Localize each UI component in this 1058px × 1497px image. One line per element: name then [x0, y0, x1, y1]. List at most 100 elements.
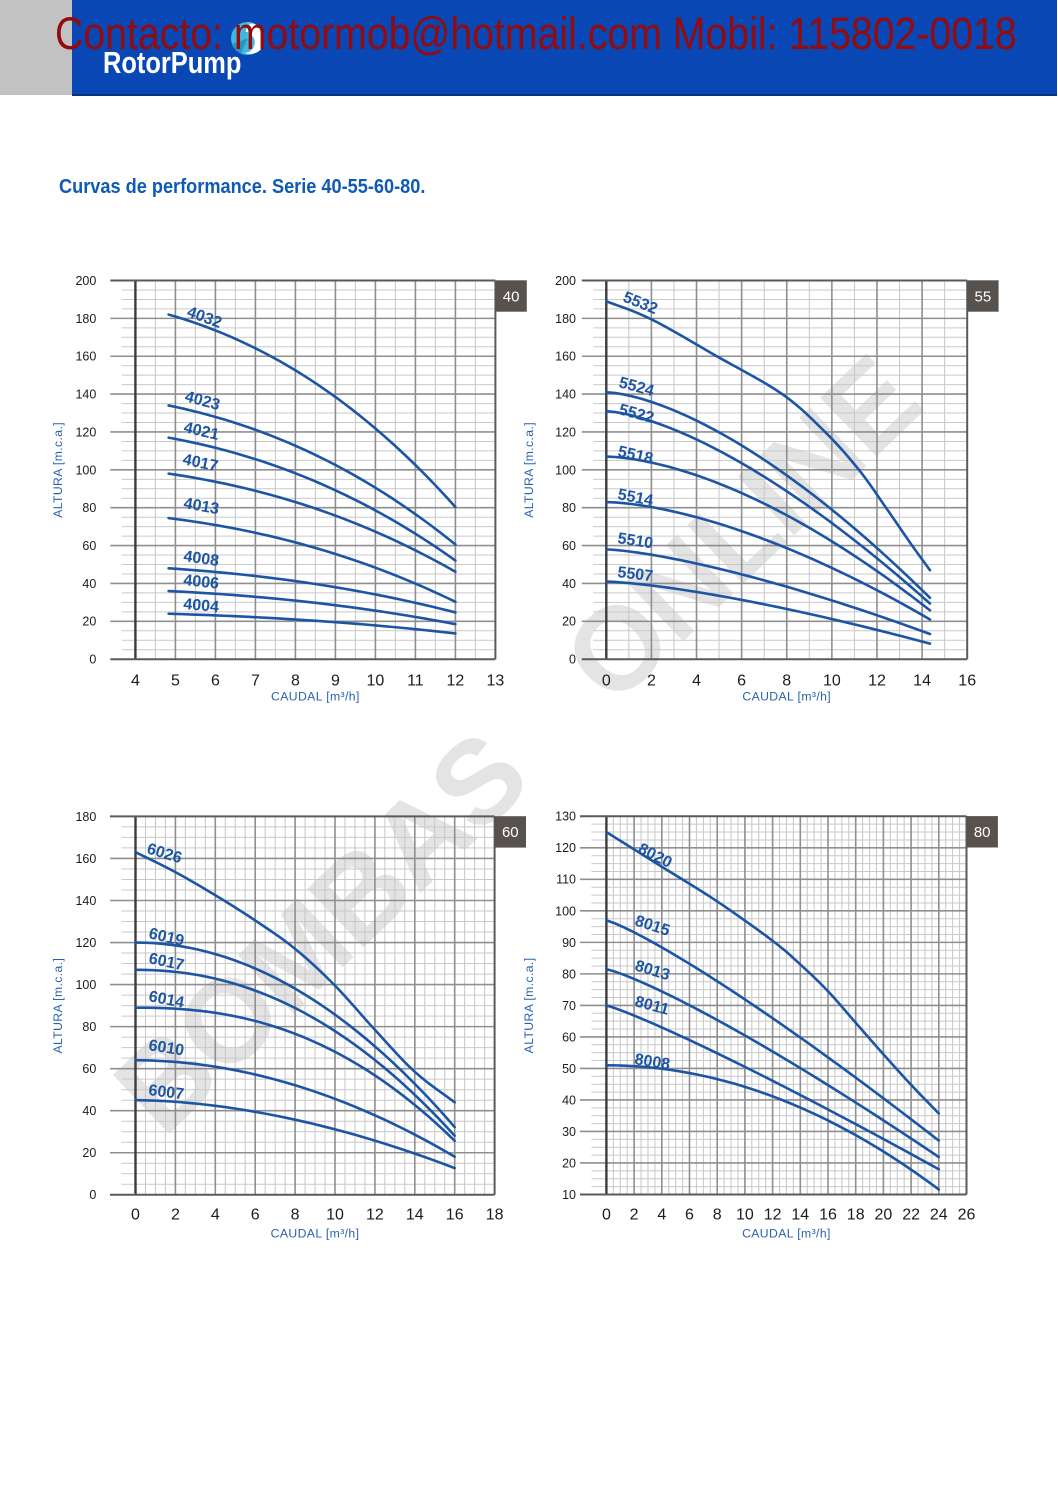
svg-text:12: 12 [366, 1207, 384, 1224]
svg-text:26: 26 [958, 1207, 976, 1224]
svg-text:40: 40 [82, 1104, 96, 1118]
svg-text:5: 5 [171, 673, 180, 690]
svg-text:120: 120 [555, 425, 576, 439]
svg-text:4006: 4006 [183, 572, 220, 593]
svg-text:4008: 4008 [182, 548, 220, 570]
svg-text:2: 2 [171, 1207, 180, 1224]
svg-text:80: 80 [82, 1020, 96, 1034]
svg-text:2: 2 [630, 1207, 639, 1224]
svg-text:60: 60 [82, 539, 96, 553]
svg-text:180: 180 [75, 312, 96, 326]
svg-text:10: 10 [823, 673, 841, 690]
svg-text:20: 20 [562, 615, 576, 629]
svg-text:100: 100 [75, 463, 96, 477]
svg-text:6: 6 [251, 1207, 260, 1224]
svg-text:0: 0 [89, 1188, 96, 1202]
svg-text:140: 140 [75, 894, 96, 908]
svg-text:12: 12 [447, 673, 465, 690]
svg-text:40: 40 [503, 288, 520, 305]
svg-text:10: 10 [562, 1188, 576, 1202]
svg-text:6010: 6010 [147, 1037, 185, 1059]
svg-text:8: 8 [713, 1207, 722, 1224]
svg-text:80: 80 [974, 824, 991, 841]
svg-text:100: 100 [555, 463, 576, 477]
svg-text:4013: 4013 [182, 495, 220, 518]
svg-text:10: 10 [736, 1207, 754, 1224]
svg-text:12: 12 [764, 1207, 782, 1224]
svg-text:22: 22 [902, 1207, 920, 1224]
svg-text:40: 40 [82, 577, 96, 591]
svg-text:CAUDAL [m³/h]: CAUDAL [m³/h] [742, 690, 831, 704]
svg-text:20: 20 [82, 1146, 96, 1160]
svg-text:ALTURA [m.c.a.]: ALTURA [m.c.a.] [522, 422, 536, 518]
svg-text:140: 140 [555, 388, 576, 402]
svg-text:6: 6 [211, 673, 220, 690]
svg-text:CAUDAL [m³/h]: CAUDAL [m³/h] [742, 1227, 831, 1241]
svg-text:160: 160 [75, 350, 96, 364]
svg-text:18: 18 [486, 1207, 504, 1224]
svg-text:160: 160 [555, 350, 576, 364]
svg-text:9: 9 [331, 673, 340, 690]
svg-text:4: 4 [692, 673, 701, 690]
svg-text:110: 110 [556, 873, 576, 887]
svg-text:80: 80 [562, 501, 576, 515]
svg-text:0: 0 [602, 1207, 611, 1224]
svg-text:4017: 4017 [181, 451, 219, 475]
svg-text:16: 16 [819, 1207, 837, 1224]
svg-text:50: 50 [562, 1062, 576, 1076]
svg-text:30: 30 [562, 1125, 576, 1139]
svg-text:4004: 4004 [183, 596, 220, 616]
svg-text:ALTURA [m.c.a.]: ALTURA [m.c.a.] [522, 957, 536, 1053]
svg-text:130: 130 [555, 810, 576, 824]
svg-text:8: 8 [291, 673, 300, 690]
svg-text:60: 60 [562, 539, 576, 553]
svg-text:70: 70 [562, 999, 576, 1013]
svg-text:140: 140 [75, 388, 96, 402]
svg-text:8: 8 [782, 673, 791, 690]
svg-text:100: 100 [555, 904, 576, 918]
svg-text:6026: 6026 [145, 841, 184, 868]
svg-text:80: 80 [562, 967, 576, 981]
svg-text:8: 8 [291, 1207, 300, 1224]
svg-text:120: 120 [75, 425, 96, 439]
svg-text:16: 16 [958, 673, 976, 690]
svg-text:5522: 5522 [617, 401, 656, 427]
svg-text:5510: 5510 [616, 530, 654, 552]
svg-text:20: 20 [562, 1156, 576, 1170]
svg-text:200: 200 [555, 274, 576, 288]
svg-text:4: 4 [131, 673, 140, 690]
svg-text:180: 180 [555, 312, 576, 326]
svg-text:11: 11 [407, 673, 424, 690]
svg-text:6: 6 [737, 673, 746, 690]
svg-text:40: 40 [562, 577, 576, 591]
svg-text:12: 12 [868, 673, 886, 690]
svg-text:6014: 6014 [147, 988, 185, 1011]
svg-text:6019: 6019 [147, 925, 186, 950]
svg-text:0: 0 [89, 653, 96, 667]
svg-text:6: 6 [685, 1207, 694, 1224]
svg-text:ALTURA [m.c.a.]: ALTURA [m.c.a.] [51, 958, 65, 1054]
svg-text:16: 16 [446, 1207, 464, 1224]
svg-text:5518: 5518 [616, 443, 655, 468]
svg-text:4: 4 [211, 1207, 220, 1224]
svg-text:20: 20 [875, 1207, 893, 1224]
svg-text:0: 0 [569, 653, 576, 667]
svg-text:0: 0 [131, 1207, 140, 1224]
svg-text:10: 10 [326, 1207, 344, 1224]
svg-text:24: 24 [930, 1207, 948, 1224]
svg-text:80: 80 [82, 501, 96, 515]
svg-text:CAUDAL [m³/h]: CAUDAL [m³/h] [271, 690, 360, 704]
svg-text:20: 20 [82, 615, 96, 629]
svg-text:120: 120 [75, 936, 96, 950]
svg-text:CAUDAL [m³/h]: CAUDAL [m³/h] [271, 1227, 360, 1241]
svg-text:60: 60 [562, 1030, 576, 1044]
svg-text:5507: 5507 [617, 564, 655, 585]
svg-text:7: 7 [251, 673, 260, 690]
svg-text:5514: 5514 [616, 486, 654, 509]
svg-text:200: 200 [75, 274, 96, 288]
svg-text:10: 10 [367, 673, 385, 690]
svg-text:40: 40 [562, 1093, 576, 1107]
svg-text:100: 100 [75, 978, 96, 992]
svg-text:8008: 8008 [633, 1051, 671, 1073]
svg-text:14: 14 [406, 1207, 424, 1224]
